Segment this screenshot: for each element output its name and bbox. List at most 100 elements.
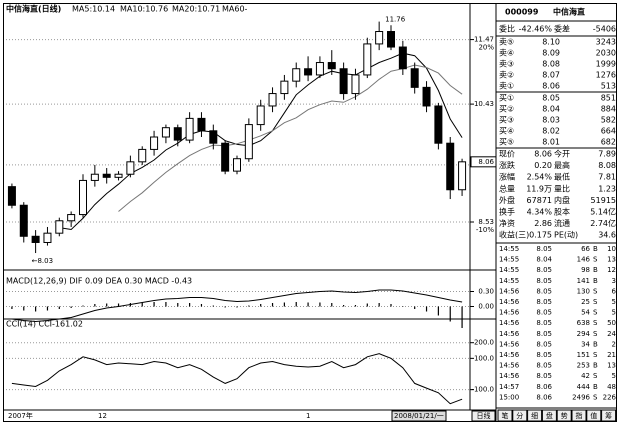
field-value: 2.54% — [527, 173, 553, 182]
legend-entry: MA5:10.14 — [72, 5, 115, 14]
tick-volume: 25 — [581, 298, 590, 306]
book-price: 8.05 — [542, 94, 560, 103]
x-tick-label: 2008/01/21/一 — [394, 412, 444, 420]
tick-side: B — [593, 362, 598, 370]
candle-body — [434, 105, 443, 144]
tick-price: 8.05 — [536, 351, 552, 359]
tick-volume: 146 — [577, 256, 591, 264]
tick-volume: 98 — [581, 266, 590, 274]
book-price: 8.06 — [542, 82, 560, 91]
tick-count: 6 — [612, 287, 617, 295]
pane-title: CCI(14) CCI-161.02 — [6, 320, 83, 329]
tick-time: 14:56 — [499, 362, 520, 370]
tab-label[interactable]: 笔 — [502, 411, 509, 420]
y-tick-label: 11.47 — [474, 36, 494, 44]
book-level: 卖③ — [499, 60, 514, 69]
percent-label: 20% — [478, 44, 494, 52]
candle-body — [43, 232, 52, 243]
tick-side: B — [593, 383, 598, 391]
field-value: 7.81 — [598, 173, 616, 182]
book-level: 卖④ — [499, 49, 514, 58]
tick-count: 2 — [612, 340, 616, 348]
low-annotation: ←8.03 — [32, 257, 53, 265]
tab-label[interactable]: 筹 — [605, 411, 612, 420]
tick-time: 14:55 — [499, 256, 519, 264]
book-level: 卖⑤ — [499, 38, 514, 47]
tab-label[interactable]: 分 — [516, 411, 523, 420]
legend-entry: MA20:10.71 — [172, 5, 220, 14]
tab[interactable] — [556, 409, 572, 422]
candle-body — [233, 158, 241, 172]
tick-count: 5 — [612, 372, 616, 380]
tab[interactable] — [601, 409, 617, 422]
tab-label[interactable]: 细 — [531, 411, 538, 420]
tab[interactable] — [512, 409, 528, 422]
candle-body — [280, 80, 289, 95]
field-value: 2.86 — [534, 219, 552, 228]
candle-body — [375, 31, 384, 45]
tick-volume: 444 — [577, 383, 591, 391]
tab-label[interactable]: 值 — [590, 411, 597, 420]
tick-side: S — [593, 319, 598, 327]
book-level: 买④ — [499, 127, 514, 136]
field-label: 现价 — [499, 150, 515, 159]
tab[interactable] — [541, 409, 557, 422]
field-label: PE(动) — [554, 230, 578, 240]
field-value: 2.74亿 — [590, 218, 616, 228]
candle-body — [138, 148, 147, 163]
tick-volume: 42 — [581, 372, 590, 380]
tick-count: 13 — [607, 256, 616, 264]
y-tick-label: 0.00 — [478, 303, 494, 311]
tab[interactable] — [471, 410, 496, 422]
book-volume: 682 — [601, 138, 616, 147]
tab[interactable] — [527, 409, 543, 422]
tick-count: 12 — [607, 266, 616, 274]
candle-body — [221, 142, 230, 172]
tick-time: 14:55 — [499, 277, 519, 285]
field-value: 67871 — [527, 196, 552, 205]
tick-time: 14:56 — [499, 309, 520, 317]
candle-body — [90, 173, 99, 181]
book-volume: 664 — [601, 127, 616, 136]
field-label: 最低 — [554, 172, 570, 182]
candle-body — [327, 62, 336, 70]
tab-label[interactable]: 日线 — [477, 411, 491, 420]
tab[interactable] — [586, 409, 602, 422]
field-value: 0.175 — [529, 231, 552, 240]
tick-time: 14:55 — [499, 266, 519, 274]
tab-label[interactable]: 盘 — [546, 411, 553, 420]
pane-title: MACD(12,26,9) DIF 0.09 DEA 0.30 MACD -0.… — [6, 277, 192, 286]
tick-price: 8.05 — [536, 319, 552, 327]
y-tick-label: 200.0 — [474, 339, 494, 347]
tick-price: 8.05 — [536, 266, 552, 274]
book-volume: 582 — [601, 116, 616, 125]
tick-time: 14:56 — [499, 287, 520, 295]
candle-body — [315, 62, 324, 76]
tick-volume: 638 — [577, 319, 590, 327]
tick-time: 14:56 — [499, 340, 520, 348]
tab[interactable] — [497, 409, 513, 422]
tick-side: S — [593, 393, 598, 401]
tick-count: 24 — [607, 330, 616, 338]
tick-price: 8.05 — [536, 298, 552, 306]
tab-label[interactable]: 势 — [561, 411, 568, 420]
tick-time: 15:00 — [499, 393, 519, 401]
field-value: 7.89 — [598, 150, 616, 159]
candle-body — [150, 136, 159, 150]
tick-volume: 2496 — [572, 393, 590, 401]
tab-label[interactable]: 指 — [576, 411, 583, 420]
candle-body — [197, 117, 206, 132]
book-volume: 1999 — [596, 60, 616, 69]
tab[interactable] — [571, 409, 587, 422]
tick-price: 8.05 — [536, 277, 552, 285]
tick-price: 8.05 — [536, 287, 552, 295]
book-price: 8.01 — [542, 138, 560, 147]
book-level: 买① — [499, 94, 514, 103]
tick-time: 14:56 — [499, 298, 520, 306]
book-volume: 2030 — [596, 49, 616, 58]
tick-time: 14:56 — [499, 372, 520, 380]
book-price: 8.10 — [542, 38, 560, 47]
field-label: 最高 — [554, 160, 570, 170]
tick-side: B — [593, 245, 598, 253]
